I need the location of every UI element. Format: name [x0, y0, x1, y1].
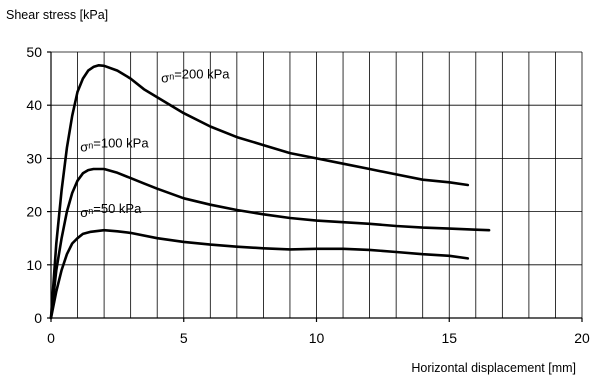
y-tick-label: 50 [26, 44, 42, 60]
y-tick-label: 30 [26, 150, 42, 166]
sigma-subscript: n [169, 71, 174, 81]
sigma-symbol: σ [161, 70, 169, 85]
tick-labels: 0 10 20 30 40 50 0 5 10 15 20 [26, 44, 590, 346]
series-line-2 [49, 228, 470, 320]
x-tick-label: 15 [441, 330, 457, 346]
y-tick-label: 0 [34, 310, 42, 326]
axes [47, 51, 583, 322]
sigma-subscript: n [88, 206, 93, 216]
series-lines [49, 64, 491, 320]
y-tick-label: 10 [26, 257, 42, 273]
x-axis-title: Horizontal displacement [mm] [411, 361, 576, 375]
sigma-subscript: n [88, 140, 93, 150]
grid [51, 51, 583, 318]
x-tick-label: 10 [309, 330, 325, 346]
series-line-0 [49, 64, 470, 320]
normal-stress-value: =100 kPa [93, 135, 149, 150]
x-tick-label: 5 [180, 330, 188, 346]
y-tick-label: 40 [26, 97, 42, 113]
series-label-1: σn=100 kPa [80, 135, 149, 154]
sigma-symbol: σ [80, 205, 88, 220]
sigma-symbol: σ [80, 139, 88, 154]
normal-stress-value: =50 kPa [93, 201, 142, 216]
x-tick-label: 0 [47, 330, 55, 346]
y-tick-label: 20 [26, 204, 42, 220]
normal-stress-value: =200 kPa [174, 66, 230, 81]
y-axis-title: Shear stress [kPa] [6, 8, 108, 22]
series-label-0: σn=200 kPa [161, 66, 230, 85]
series-line-1 [49, 167, 491, 320]
x-tick-label: 20 [574, 330, 590, 346]
series-label-2: σn=50 kPa [80, 201, 142, 220]
